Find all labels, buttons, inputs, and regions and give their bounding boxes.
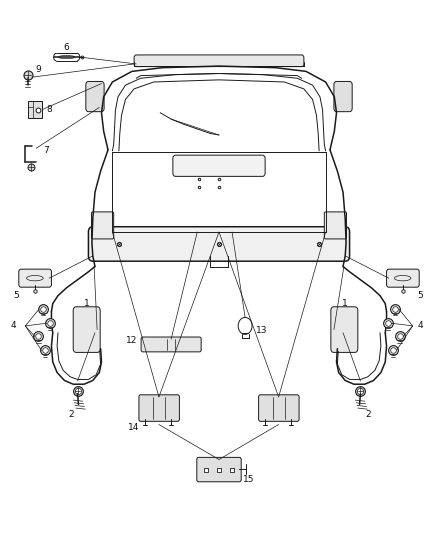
Text: 1: 1 (342, 299, 347, 308)
FancyBboxPatch shape (92, 212, 114, 239)
Text: 4: 4 (418, 321, 423, 330)
FancyBboxPatch shape (197, 457, 241, 482)
FancyBboxPatch shape (334, 82, 352, 112)
Text: 14: 14 (128, 423, 140, 432)
Text: 5: 5 (14, 290, 20, 300)
FancyBboxPatch shape (139, 395, 180, 421)
FancyBboxPatch shape (387, 269, 419, 287)
Text: 15: 15 (243, 475, 254, 484)
Text: 2: 2 (68, 410, 74, 419)
FancyBboxPatch shape (86, 82, 104, 112)
Text: 1: 1 (84, 299, 89, 308)
FancyBboxPatch shape (19, 269, 51, 287)
Text: 8: 8 (46, 105, 52, 114)
FancyBboxPatch shape (258, 395, 299, 421)
Text: 13: 13 (256, 326, 268, 335)
Text: 7: 7 (43, 147, 49, 156)
FancyBboxPatch shape (88, 227, 350, 261)
FancyBboxPatch shape (73, 307, 100, 352)
FancyBboxPatch shape (324, 212, 346, 239)
Text: 5: 5 (417, 290, 423, 300)
Bar (28, 101, 42, 118)
Text: 12: 12 (126, 336, 138, 345)
Text: 6: 6 (64, 43, 70, 52)
FancyBboxPatch shape (173, 155, 265, 176)
FancyBboxPatch shape (134, 55, 304, 67)
Text: 4: 4 (11, 321, 16, 330)
FancyBboxPatch shape (141, 337, 201, 352)
FancyBboxPatch shape (331, 307, 358, 352)
Text: 2: 2 (365, 410, 371, 419)
Text: 9: 9 (35, 64, 41, 74)
